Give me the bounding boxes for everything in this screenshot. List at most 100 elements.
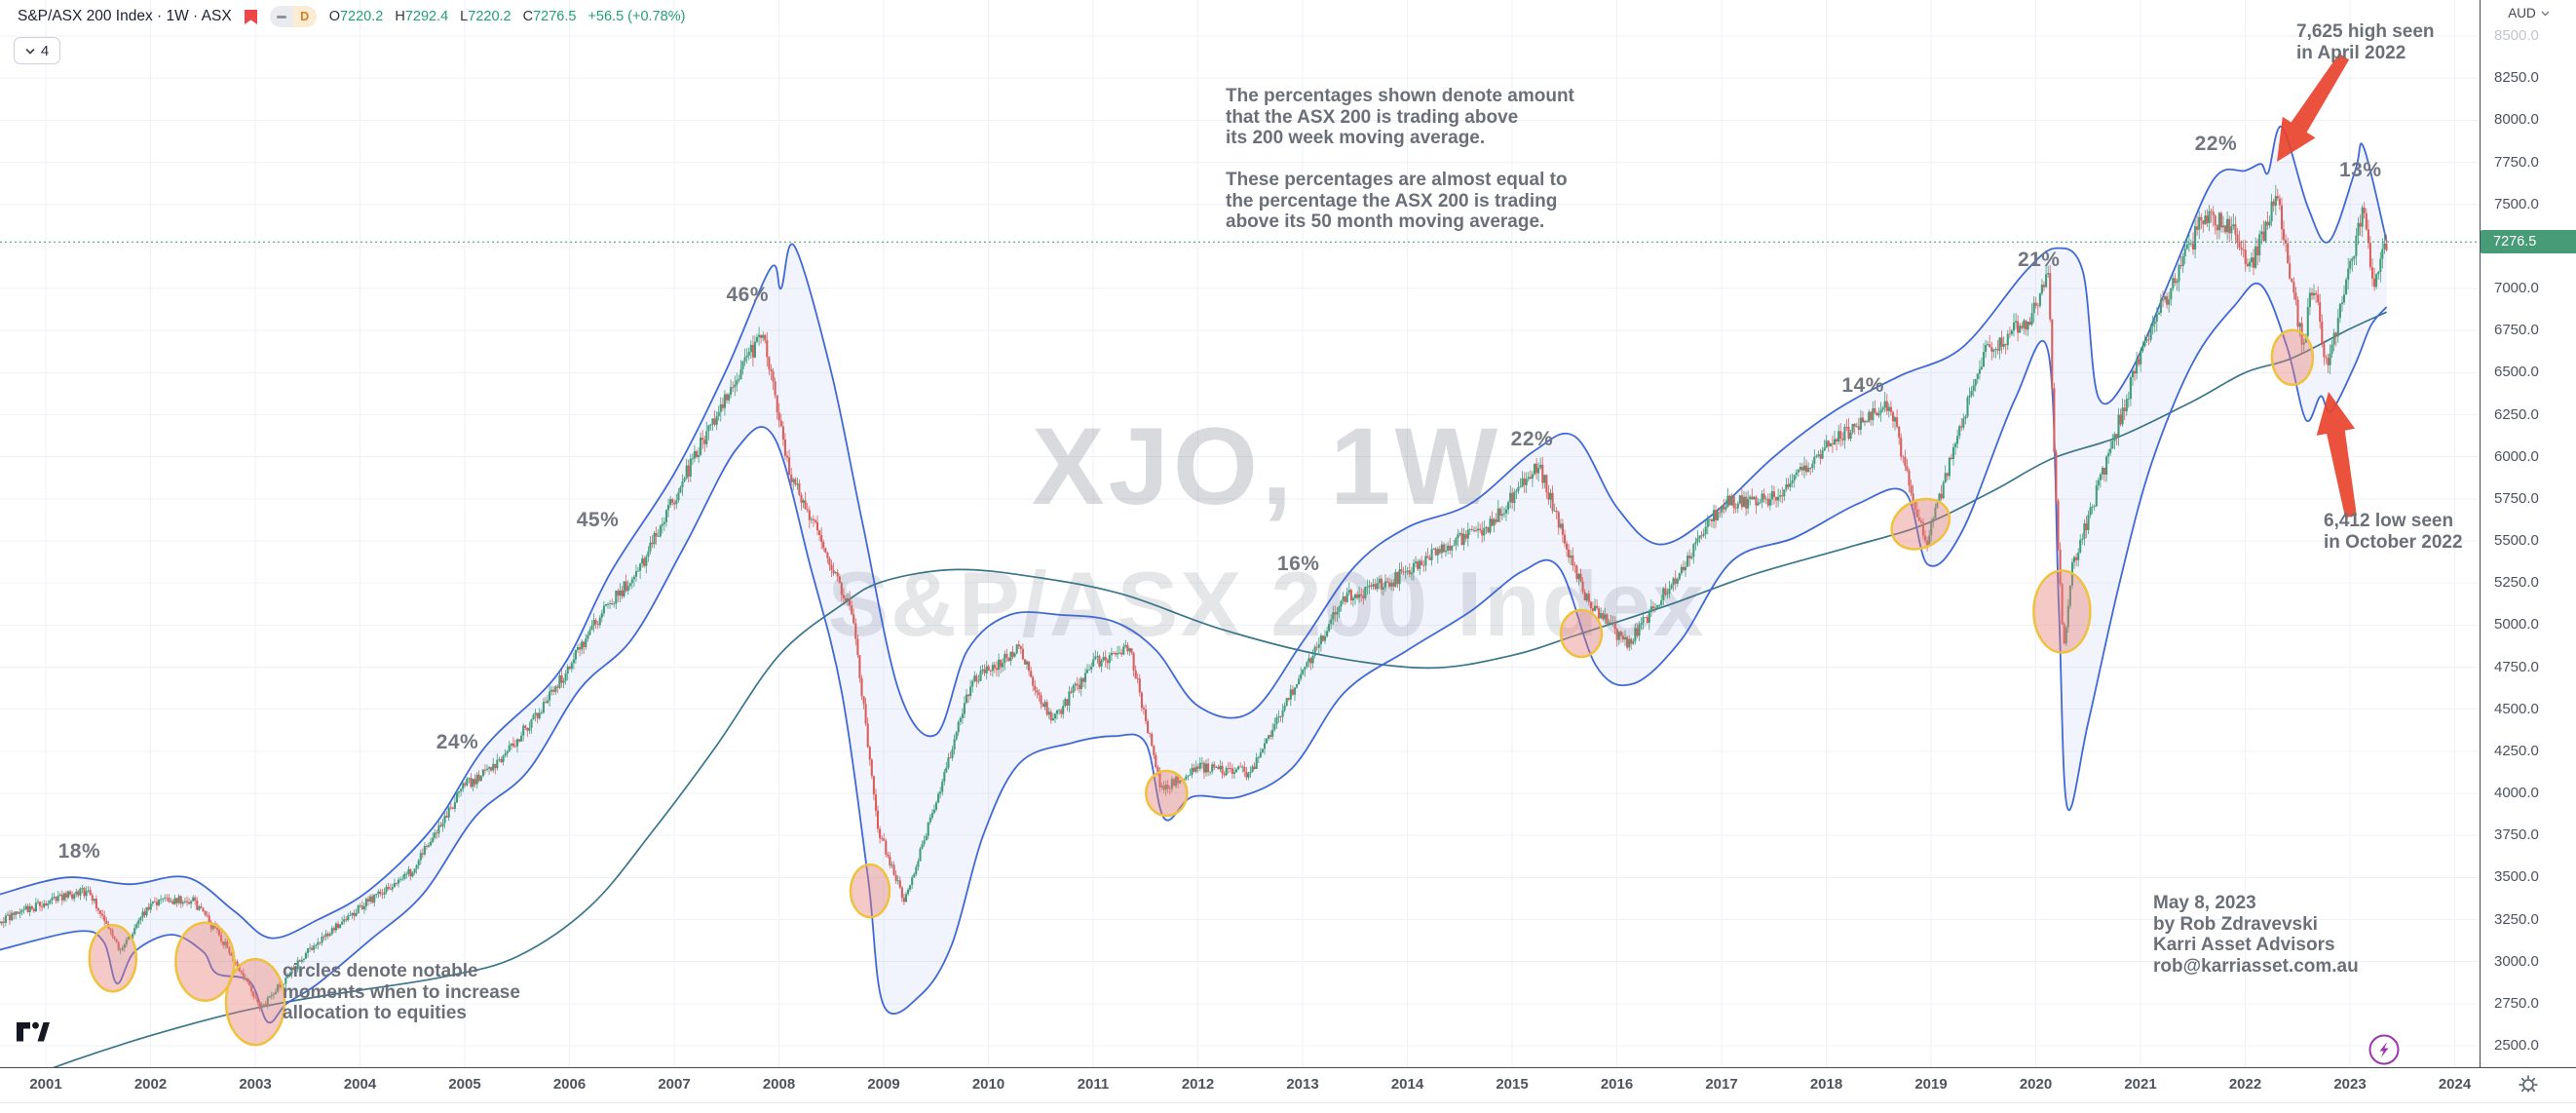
annotation-line: the percentage the ASX 200 is trading [1226,190,1558,211]
annotation-line: Karri Asset Advisors [2153,935,2335,955]
ma-200w-line [0,311,2387,1089]
watermark-symbol: XJO, 1W [1032,405,1501,527]
year-tick: 2018 [1809,1076,1843,1093]
year-tick: 2010 [971,1076,1005,1093]
year-tick: 2011 [1077,1076,1110,1093]
pct-above-ma-label: 22% [1510,428,1554,451]
price-tick: 5000.0 [2494,616,2539,633]
year-tick: 2003 [239,1076,272,1093]
note-high: 7,625 high seen in April 2022 [2296,21,2435,63]
annotation-line: May 8, 2023 [2153,893,2256,913]
chart-legend: S&P/ASX 200 Index · 1W · ASX D O7220.2 H7… [18,6,685,27]
annotation-line: The percentages shown denote amount [1226,86,1574,106]
year-tick: 2014 [1390,1076,1424,1093]
price-tick: 5500.0 [2494,532,2539,549]
price-tick: 7750.0 [2494,153,2539,171]
price-tick: 3000.0 [2494,952,2539,970]
annotation-line: 7,625 high seen [2296,21,2435,42]
tradingview-logo[interactable] [16,1021,51,1048]
price-tick: 4250.0 [2494,742,2539,759]
note-explainer: The percentages shown denote amount that … [1226,86,1574,233]
pct-above-ma-label: 22% [2194,132,2238,155]
annotation-line: moments when to increase [283,981,520,1003]
year-tick: 2012 [1181,1076,1215,1093]
year-tick: 2022 [2228,1076,2262,1093]
ohlc-h: H7292.4 [395,9,449,24]
price-change: +56.5 (+0.78%) [587,9,686,24]
currency-label: AUD [2508,6,2536,20]
ohlc-values: O7220.2 H7292.4 L7220.2 C7276.5 +56.5 (+0.78… [329,9,686,24]
annotation-line: 6,412 low seen [2324,511,2454,531]
price-tick: 8000.0 [2494,111,2539,129]
pct-above-ma-label: 46% [726,283,770,306]
chevron-down-icon [2541,11,2550,16]
price-tick: 6250.0 [2494,405,2539,423]
pct-above-ma-label: 18% [57,839,101,863]
year-tick: 2016 [1600,1076,1634,1093]
currency-selector[interactable]: AUD [2481,6,2576,20]
annotation-line: by Rob Zdravevski [2153,913,2318,935]
upper-band-line [0,126,2388,940]
year-tick: 2020 [2019,1076,2053,1093]
price-tick: 6000.0 [2494,447,2539,465]
year-tick: 2008 [762,1076,796,1093]
year-tick: 2017 [1705,1076,1738,1093]
annotation-line: that the ASX 200 is trading above [1226,106,1519,128]
year-tick: 2005 [448,1076,481,1093]
note-credit: May 8, 2023 by Rob Zdravevski Karri Asset … [2153,893,2359,977]
pct-above-ma-label: 13% [2338,159,2382,182]
price-tick: 4750.0 [2494,658,2539,675]
symbol-title[interactable]: S&P/ASX 200 Index · 1W · ASX [18,8,232,24]
daily-badge: D [292,6,317,27]
highlight-circle [174,921,236,1002]
pct-above-ma-label: 24% [436,731,479,754]
dash-icon [269,6,293,27]
price-axis[interactable]: AUD 8500.0 8250.0 8000.0 7750.0 7500.0 7000.0… [2480,0,2576,1101]
lightning-icon [2368,1034,2400,1065]
annotation-line [1226,149,1574,171]
price-tick: 3750.0 [2494,826,2539,844]
candles [0,184,2388,1012]
price-tick: 6500.0 [2494,364,2539,381]
year-tick: 2004 [343,1076,377,1093]
price-tick: 7500.0 [2494,195,2539,212]
bottom-divider [0,1102,2576,1103]
highlight-circle [1559,608,1604,659]
highlight-circle [1145,769,1189,818]
objects-count: 4 [40,42,50,59]
chevron-down-icon [25,48,35,55]
highlight-circle [1890,497,1951,551]
year-tick: 2009 [867,1076,900,1093]
ohlc-o: O7220.2 [328,9,384,24]
year-tick: 2002 [133,1076,168,1093]
objects-tree-button[interactable]: 4 [14,37,60,64]
year-tick: 2006 [552,1076,587,1093]
highlight-circle [2032,569,2092,654]
interval-toggle[interactable]: D [269,6,317,27]
note-circles: circles denote notable moments when to in… [283,961,520,1024]
pct-above-ma-label: 21% [2017,248,2061,271]
annotation-line: circles denote notable [283,961,478,981]
year-tick: 2024 [2438,1076,2472,1093]
annotation-arrow [2316,392,2357,518]
axis-settings-corner[interactable] [2481,1068,2576,1101]
current-price-label: 7276.5 [2481,230,2576,254]
highlight-circle [224,957,286,1047]
flag-icon[interactable] [244,9,257,24]
lightning-button[interactable] [2368,1033,2401,1071]
ohlc-c: C7276.5 [522,9,577,24]
year-tick: 2013 [1286,1076,1319,1093]
year-tick: 2019 [1914,1076,1948,1093]
pct-above-ma-label: 16% [1276,553,1320,576]
lower-band-line [0,282,2388,1024]
annotation-line: its 200 week moving average. [1226,128,1486,148]
time-axis[interactable]: 2001 2002 2003 2004 2005 2006 2007 2008 2009 2010… [0,1067,2576,1103]
price-tick: 8500.0 [2494,27,2539,44]
annotation-line: rob@karriasset.com.au [2153,955,2359,977]
price-tick: 7000.0 [2494,280,2539,296]
year-tick: 2015 [1496,1076,1529,1093]
highlight-circle [2270,328,2315,387]
annotation-line: allocation to equities [283,1003,467,1023]
